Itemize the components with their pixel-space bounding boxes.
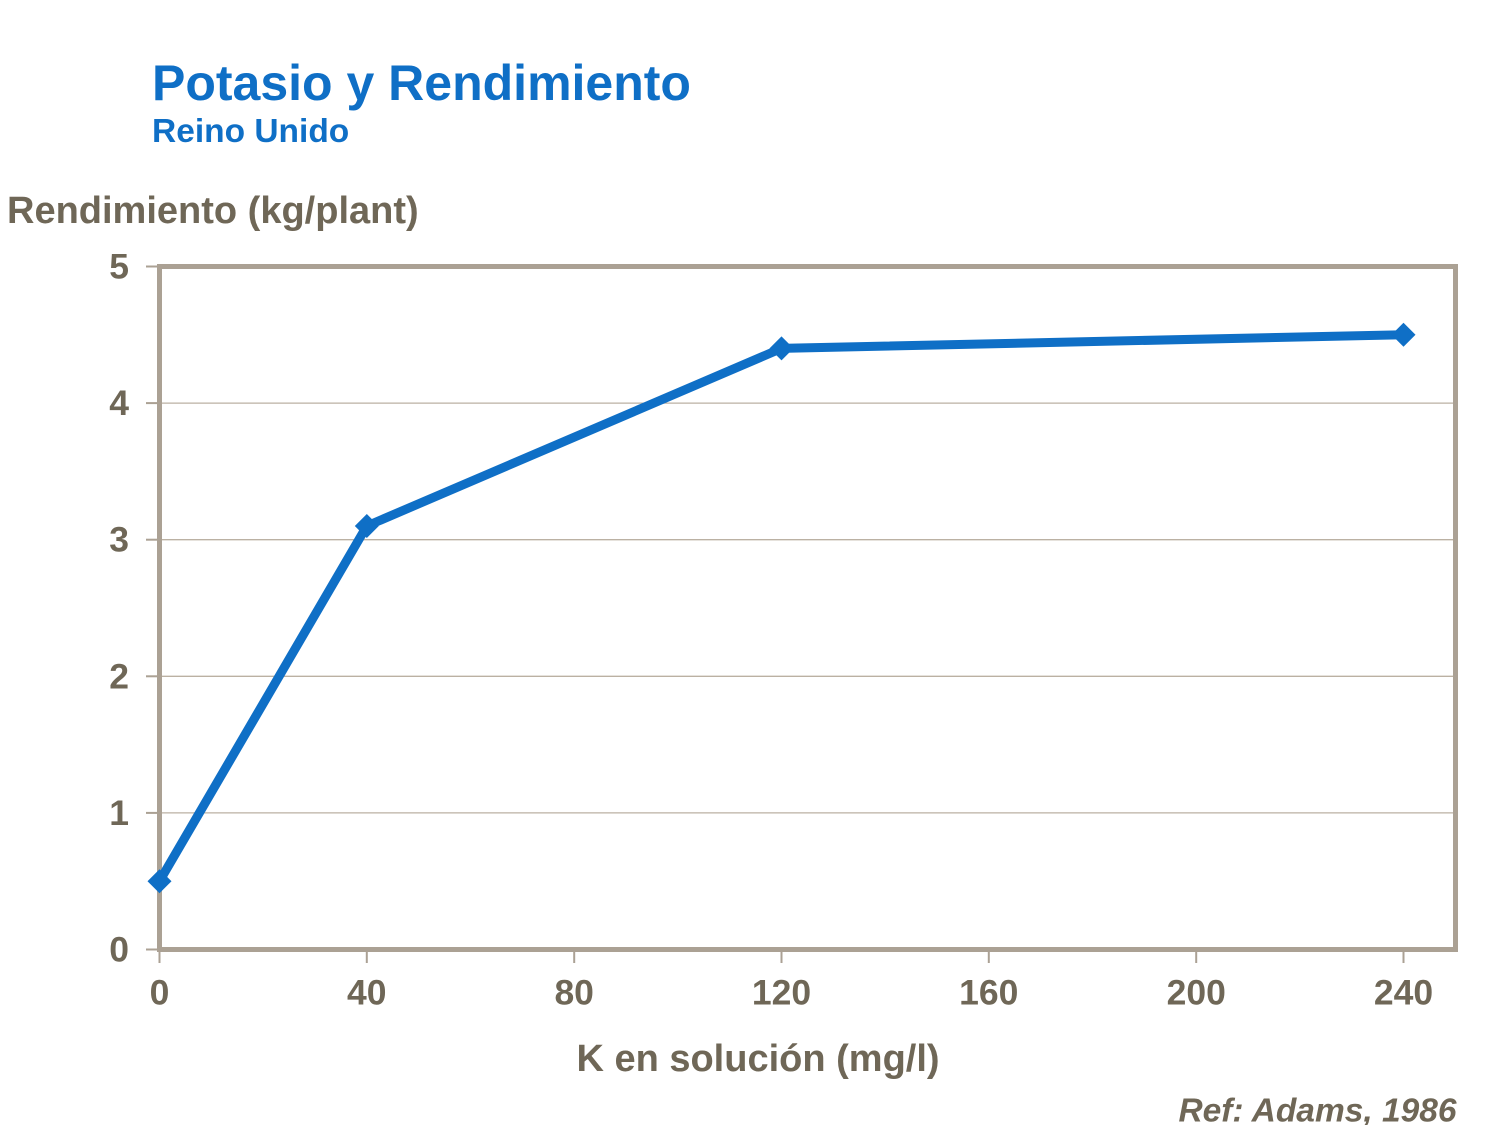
svg-text:40: 40 [347, 973, 387, 1013]
svg-text:2: 2 [109, 656, 129, 696]
svg-text:Potasio y Rendimiento: Potasio y Rendimiento [152, 55, 691, 111]
svg-text:120: 120 [752, 973, 811, 1013]
svg-text:4: 4 [109, 383, 129, 423]
svg-text:Ref: Adams, 1986: Ref: Adams, 1986 [1178, 1093, 1456, 1126]
svg-text:240: 240 [1374, 973, 1433, 1013]
svg-text:200: 200 [1167, 973, 1226, 1013]
svg-text:1: 1 [109, 793, 129, 833]
svg-text:Rendimiento (kg/plant): Rendimiento (kg/plant) [7, 190, 419, 232]
svg-text:80: 80 [554, 973, 594, 1013]
svg-text:160: 160 [959, 973, 1018, 1013]
svg-text:Reino Unido: Reino Unido [152, 113, 349, 150]
svg-text:0: 0 [109, 930, 129, 970]
svg-text:3: 3 [109, 520, 129, 560]
svg-text:0: 0 [150, 973, 170, 1013]
svg-text:5: 5 [109, 247, 129, 287]
svg-text:K en solución (mg/l): K en solución (mg/l) [576, 1038, 939, 1080]
